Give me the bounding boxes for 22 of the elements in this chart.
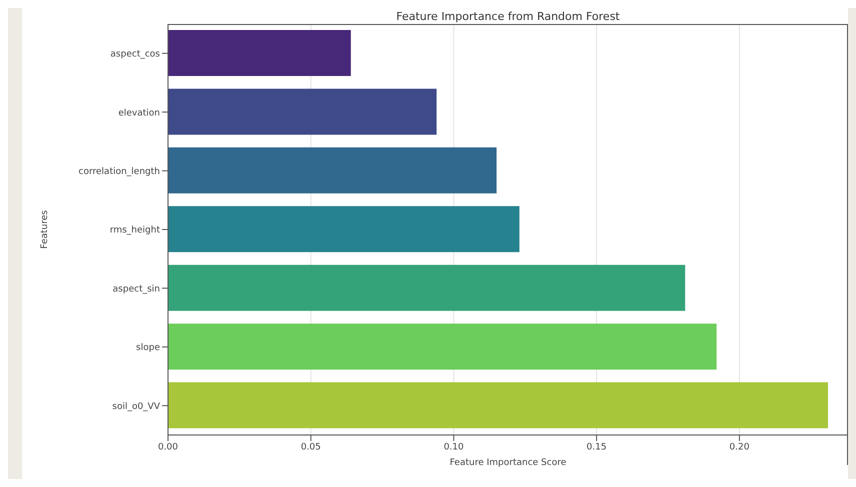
y-axis-title: Features xyxy=(40,210,50,249)
bar xyxy=(168,206,520,252)
bar xyxy=(168,324,717,370)
x-tick-label: 0.05 xyxy=(300,442,321,452)
y-tick-label: aspect_sin xyxy=(112,284,160,294)
bar xyxy=(168,382,828,428)
y-tick-label: elevation xyxy=(118,108,160,118)
y-tick-label: correlation_length xyxy=(78,166,160,177)
x-tick-label: 0.15 xyxy=(586,442,607,452)
x-tick-label: 0.00 xyxy=(158,442,178,452)
bar xyxy=(168,30,351,76)
x-tick-label: 0.20 xyxy=(729,442,750,452)
y-tick-label: rms_height xyxy=(110,226,160,236)
bar xyxy=(168,147,497,194)
bar xyxy=(168,88,437,135)
chart-title: Feature Importance from Random Forest xyxy=(395,10,621,23)
bar xyxy=(168,264,686,311)
y-tick-label: soil_o0_VV xyxy=(112,402,161,412)
y-tick-label: aspect_cos xyxy=(110,50,160,60)
x-tick-label: 0.10 xyxy=(444,442,464,452)
x-axis-title: Feature Importance Score xyxy=(450,458,567,468)
y-tick-label: slope xyxy=(136,343,160,354)
